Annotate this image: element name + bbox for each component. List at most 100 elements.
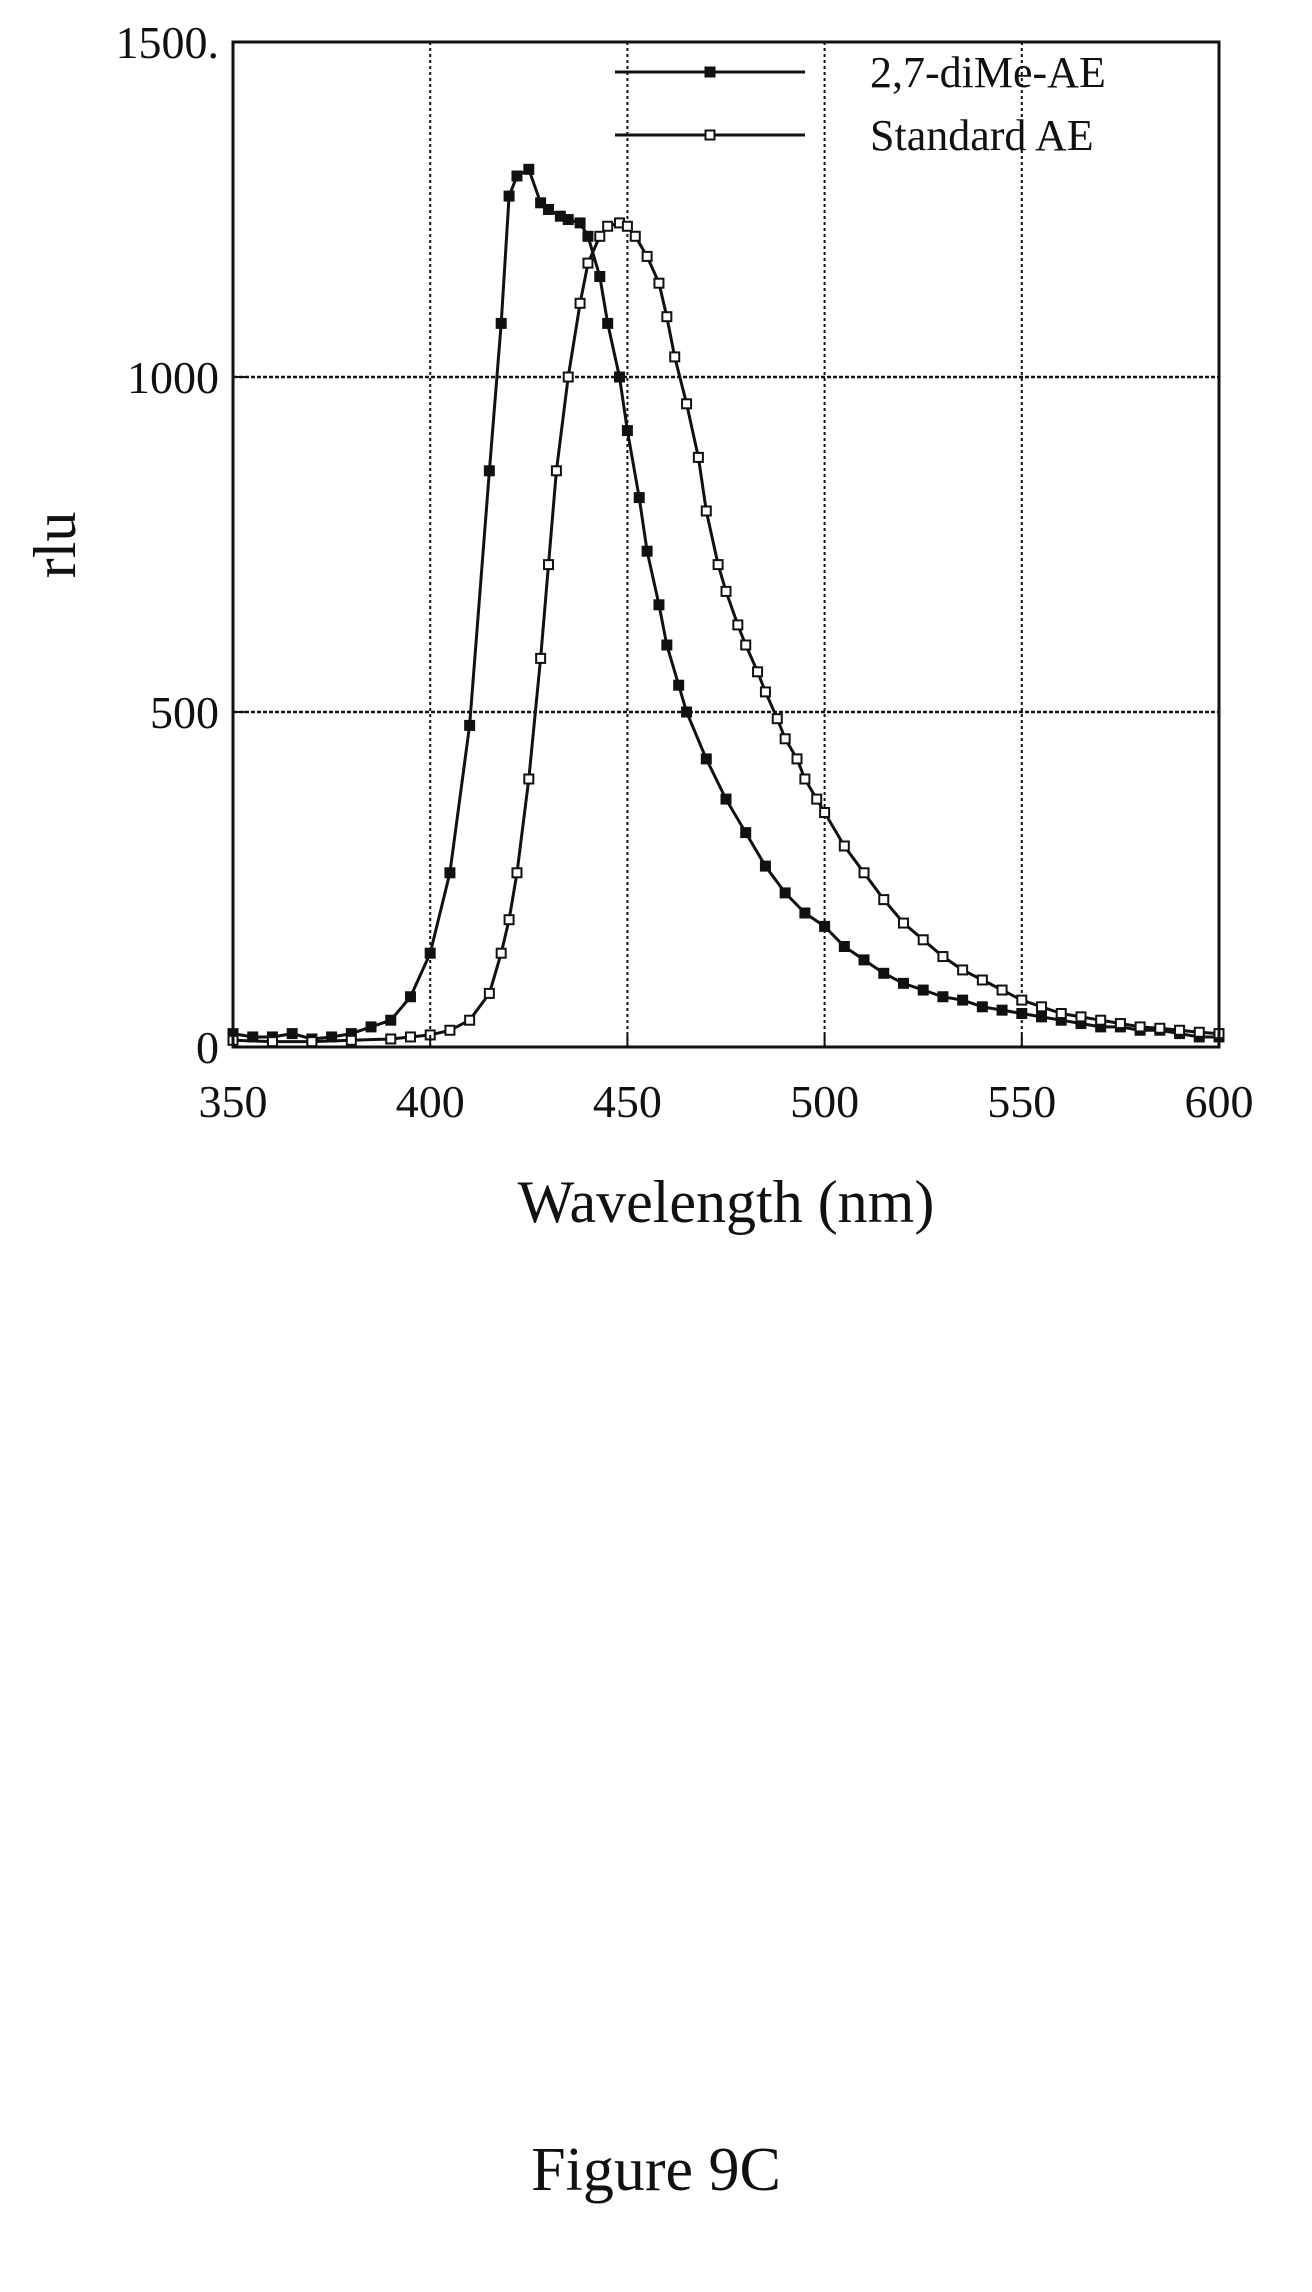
- data-point: [614, 371, 626, 383]
- series-1: [227, 163, 1225, 1045]
- data-point: [574, 297, 586, 309]
- data-point: [1055, 1008, 1067, 1019]
- data-point: [897, 917, 909, 929]
- figure-caption: Figure 9C: [531, 2136, 781, 2204]
- data-point: [732, 619, 744, 631]
- data-point: [771, 713, 783, 725]
- data-point: [503, 914, 515, 926]
- data-point: [937, 991, 949, 1003]
- data-point: [385, 1033, 397, 1045]
- data-point: [574, 217, 586, 229]
- data-point: [759, 686, 771, 698]
- data-point: [838, 840, 850, 852]
- data-point: [385, 1014, 397, 1026]
- y-tick-label: 1500.: [116, 17, 220, 68]
- data-point: [957, 964, 969, 976]
- data-point: [740, 639, 752, 651]
- data-point: [1134, 1021, 1146, 1033]
- data-point: [629, 230, 641, 242]
- data-point: [365, 1021, 377, 1033]
- y-tick-label: 1000: [127, 352, 219, 403]
- plot-frame: [231, 40, 1221, 1049]
- data-point: [976, 974, 988, 986]
- data-point: [996, 984, 1008, 996]
- data-point: [444, 1024, 456, 1036]
- data-point: [543, 559, 555, 571]
- data-point: [464, 1014, 476, 1026]
- data-point: [345, 1034, 357, 1046]
- data-point: [700, 505, 712, 517]
- data-point: [996, 1004, 1008, 1016]
- data-point: [1193, 1026, 1205, 1038]
- legend-label: 2,7-diMe-AE: [870, 48, 1106, 97]
- data-point: [523, 163, 535, 175]
- y-axis-label: rlu: [22, 512, 88, 579]
- data-point: [1114, 1018, 1126, 1030]
- data-point: [286, 1028, 298, 1040]
- data-point: [811, 793, 823, 805]
- series-2: [227, 217, 1225, 1048]
- data-point: [799, 907, 811, 919]
- data-point: [976, 1001, 988, 1013]
- data-point: [1016, 994, 1028, 1006]
- data-point: [1095, 1014, 1107, 1026]
- data-point: [495, 947, 507, 959]
- y-tick-label: 0: [196, 1022, 219, 1073]
- data-point: [819, 807, 831, 818]
- data-point: [957, 994, 969, 1006]
- data-point: [535, 197, 547, 209]
- data-point: [799, 773, 811, 785]
- data-point: [653, 277, 665, 289]
- x-tick-label: 400: [396, 1076, 465, 1127]
- data-point: [602, 317, 614, 329]
- x-axis-label: Wavelength (nm): [518, 1169, 935, 1235]
- data-point: [444, 867, 456, 879]
- data-point: [1036, 1011, 1048, 1023]
- x-tick-label: 550: [987, 1076, 1056, 1127]
- data-point: [633, 492, 645, 504]
- data-point: [535, 652, 547, 664]
- data-point: [720, 585, 732, 597]
- x-tick-label: 450: [593, 1076, 662, 1127]
- tick-layer: 350 400 450 500 550 600 0 500 1000 1500.: [116, 17, 1254, 1127]
- data-point: [511, 170, 523, 182]
- data-point: [1075, 1011, 1087, 1023]
- data-point: [621, 425, 633, 437]
- data-point: [523, 773, 535, 785]
- data-point: [917, 984, 929, 996]
- data-point: [562, 371, 574, 383]
- data-point: [752, 666, 764, 678]
- data-point: [653, 599, 665, 611]
- data-point: [543, 204, 555, 215]
- data-point: [917, 934, 929, 946]
- data-point: [621, 220, 633, 232]
- data-point: [594, 271, 606, 282]
- data-point: [495, 317, 507, 329]
- x-tick-label: 600: [1185, 1076, 1254, 1127]
- data-point: [937, 951, 949, 963]
- data-point: [1154, 1022, 1166, 1034]
- data-point: [503, 190, 515, 202]
- legend-marker: [704, 129, 716, 141]
- y-tick-label: 500: [150, 687, 219, 738]
- data-point: [712, 559, 724, 571]
- x-tick-label: 500: [790, 1076, 859, 1127]
- data-point: [602, 220, 614, 232]
- data-point: [1174, 1024, 1186, 1036]
- data-point: [779, 887, 791, 899]
- data-point: [720, 793, 732, 805]
- data-point: [681, 398, 693, 410]
- data-point: [692, 451, 704, 463]
- data-point: [779, 733, 791, 745]
- data-point: [404, 1031, 416, 1043]
- data-point: [661, 639, 673, 651]
- data-point: [661, 311, 673, 323]
- data-point: [464, 719, 476, 731]
- data-point: [550, 465, 562, 477]
- data-point: [641, 250, 653, 262]
- legend-item: 2,7-diMe-AE: [615, 48, 1106, 97]
- x-tick-label: 350: [199, 1076, 268, 1127]
- data-point: [511, 867, 523, 879]
